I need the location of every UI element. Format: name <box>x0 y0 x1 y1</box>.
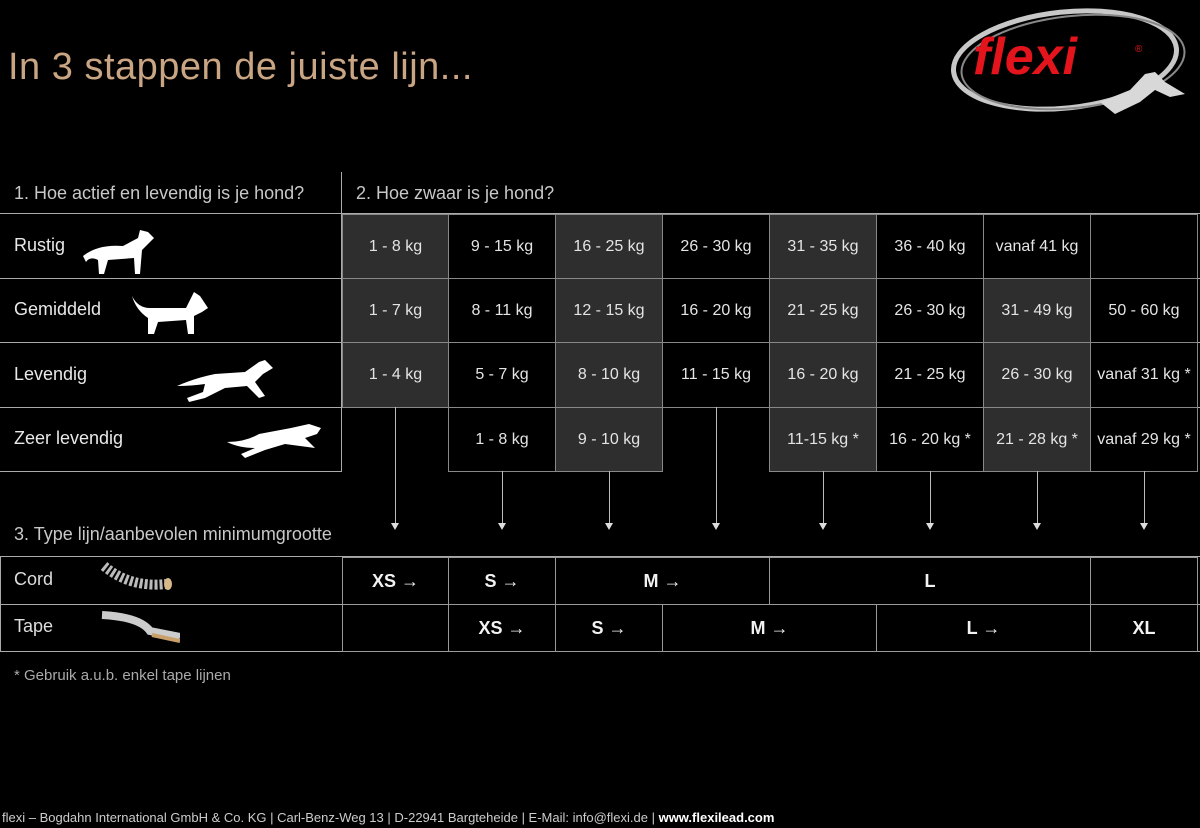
weight-cell: 16 - 25 kg <box>555 214 663 279</box>
leash-size-cell: M → <box>662 604 877 652</box>
down-arrow-icon <box>391 407 399 530</box>
weight-cell: 16 - 20 kg <box>662 278 770 343</box>
weight-cell: 50 - 60 kg <box>1090 278 1198 343</box>
weight-cell: 26 - 30 kg <box>983 342 1091 408</box>
weight-cell: 8 - 10 kg <box>555 342 663 408</box>
row-divider <box>0 471 342 472</box>
weight-cell: 5 - 7 kg <box>448 342 556 408</box>
leash-size-cell: L → <box>876 604 1091 652</box>
footnote: * Gebruik a.u.b. enkel tape lijnen <box>14 667 231 684</box>
down-arrow-icon <box>1140 471 1148 530</box>
down-arrow-icon <box>605 471 613 530</box>
leash-size-cell <box>1090 557 1198 605</box>
weight-cell: vanaf 41 kg <box>983 214 1091 279</box>
weight-cell: 16 - 20 kg <box>769 342 877 408</box>
leash-column-divider <box>0 604 1 651</box>
weight-cell: 11-15 kg * <box>769 407 877 472</box>
down-arrow-icon <box>498 471 506 530</box>
activity-label: Gemiddeld <box>14 299 102 319</box>
weight-cell <box>1090 214 1198 279</box>
website-link[interactable]: www.flexilead.com <box>658 810 775 825</box>
svg-text:®: ® <box>1135 44 1143 55</box>
activity-label: Zeer levendig <box>14 428 124 448</box>
leash-size-cell: L <box>769 557 1091 605</box>
weight-cell: 36 - 40 kg <box>876 214 984 279</box>
weight-cell: 8 - 11 kg <box>448 278 556 343</box>
footer-address: flexi – Bogdahn International GmbH & Co.… <box>2 810 659 825</box>
weight-cell: 21 - 28 kg * <box>983 407 1091 472</box>
tape-icon <box>101 611 180 643</box>
weight-cell: 9 - 10 kg <box>555 407 663 472</box>
step2-header: 2. Hoe zwaar is je hond? <box>356 183 555 203</box>
weight-cell: 31 - 35 kg <box>769 214 877 279</box>
weight-cell: 12 - 15 kg <box>555 278 663 343</box>
weight-cell: 1 - 4 kg <box>342 342 449 408</box>
leash-type-label: Tape <box>14 615 54 636</box>
page-title: In 3 stappen de juiste lijn... <box>8 46 473 88</box>
sprinting-dog-icon <box>227 424 321 458</box>
leash-column-divider <box>0 557 1 604</box>
header-divider <box>341 172 342 214</box>
weight-cell: 1 - 8 kg <box>342 214 449 279</box>
weight-cell: 31 - 49 kg <box>983 278 1091 343</box>
weight-cell: 26 - 30 kg <box>876 278 984 343</box>
label-column-divider <box>341 214 342 472</box>
weight-cell: 26 - 30 kg <box>662 214 770 279</box>
weight-cell: vanaf 29 kg * <box>1090 407 1198 472</box>
weight-cell: 9 - 15 kg <box>448 214 556 279</box>
flexi-logo: flexi ® <box>951 8 1186 114</box>
activity-label: Levendig <box>14 363 88 384</box>
weight-cell: 21 - 25 kg <box>769 278 877 343</box>
activity-label: Rustig <box>14 235 66 255</box>
leash-type-label: Cord <box>14 568 54 589</box>
leash-size-cell: XL <box>1090 604 1198 652</box>
weight-cell: 1 - 7 kg <box>342 278 449 343</box>
header-rule <box>0 213 1200 214</box>
leash-size-cell: M → <box>555 557 770 605</box>
footer: flexi – Bogdahn International GmbH & Co.… <box>2 810 774 825</box>
standing-dog-icon <box>83 230 154 274</box>
leash-size-cell: XS → <box>342 557 449 605</box>
weight-cell: 21 - 25 kg <box>876 342 984 408</box>
weight-cell: 1 - 8 kg <box>448 407 556 472</box>
cord-icon <box>100 562 172 590</box>
leash-size-cell: XS → <box>448 604 556 652</box>
step3-header: 3. Type lijn/aanbevolen minimumgrootte <box>14 524 332 544</box>
down-arrow-icon <box>819 471 827 530</box>
leash-size-cell: S → <box>555 604 663 652</box>
running-dog-icon <box>177 360 273 402</box>
weight-cell: 16 - 20 kg * <box>876 407 984 472</box>
leash-size-cell: S → <box>448 557 556 605</box>
down-arrow-icon <box>712 407 720 530</box>
down-arrow-icon <box>926 471 934 530</box>
step1-header: 1. Hoe actief en levendig is je hond? <box>14 183 305 203</box>
down-arrow-icon <box>1033 471 1041 530</box>
walking-dog-icon <box>132 292 208 334</box>
weight-cell: 11 - 15 kg <box>662 342 770 408</box>
leash-top-rule <box>0 556 1200 557</box>
weight-cell: vanaf 31 kg * <box>1090 342 1198 408</box>
svg-text:flexi: flexi <box>973 28 1079 86</box>
leash-size-cell <box>342 604 449 652</box>
